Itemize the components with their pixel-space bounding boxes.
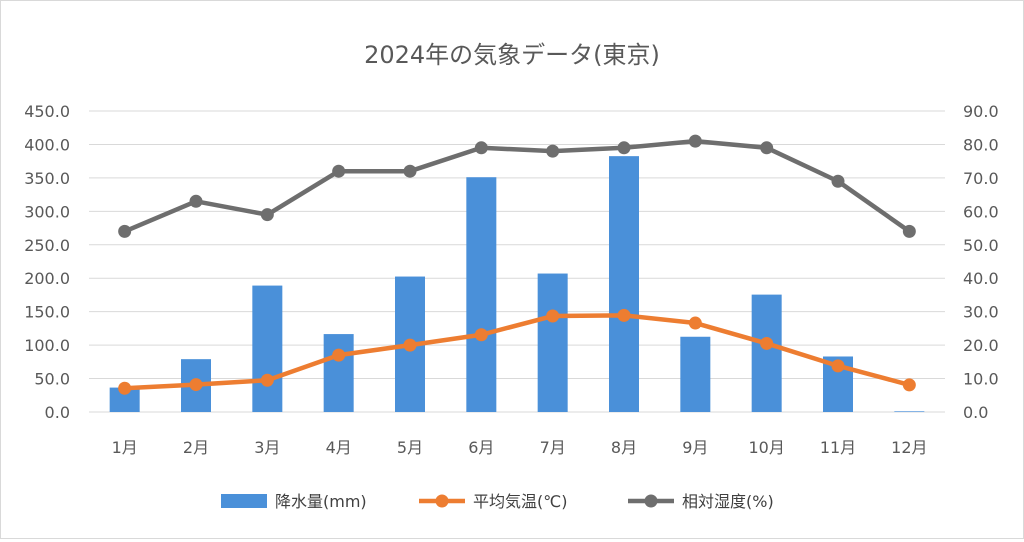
x-axis-tick-label: 10月	[748, 438, 784, 457]
legend-label: 平均気温(℃)	[473, 492, 567, 511]
temperature-point	[760, 336, 774, 350]
precipitation-bar	[751, 294, 782, 412]
right-axis-tick-label: 20.0	[963, 336, 999, 355]
precipitation-bar	[609, 156, 639, 412]
temperature-point	[332, 348, 346, 362]
right-axis-tick-label: 80.0	[963, 135, 999, 154]
x-axis-tick-label: 7月	[540, 438, 566, 457]
x-axis-tick-label: 1月	[112, 438, 138, 457]
x-axis-tick-label: 2月	[183, 438, 209, 457]
legend-marker	[435, 494, 449, 508]
temperature-point	[474, 328, 488, 342]
temperature-point	[118, 381, 132, 395]
left-axis-tick-label: 150.0	[24, 303, 70, 322]
humidity-point	[332, 164, 346, 178]
left-axis-tick-label: 400.0	[24, 135, 70, 154]
humidity-point	[617, 141, 631, 155]
temperature-point	[260, 373, 274, 387]
humidity-point	[118, 224, 132, 238]
humidity-point	[403, 164, 417, 178]
temperature-point	[403, 338, 417, 352]
left-axis-tick-label: 50.0	[34, 370, 70, 389]
precipitation-bar	[252, 285, 283, 412]
humidity-point	[260, 208, 274, 222]
x-axis-tick-label: 9月	[682, 438, 708, 457]
humidity-point	[546, 144, 560, 158]
temperature-point	[189, 378, 203, 392]
x-axis-tick-label: 6月	[468, 438, 494, 457]
left-axis-tick-label: 300.0	[24, 202, 70, 221]
temperature-point	[617, 308, 631, 322]
legend-temperature: 平均気温(℃)	[419, 492, 567, 511]
precipitation-bar	[466, 177, 497, 412]
right-axis-tick-label: 50.0	[963, 236, 999, 255]
x-axis-tick-label: 5月	[397, 438, 423, 457]
temperature-line	[122, 313, 912, 391]
precipitation-bar	[323, 334, 354, 412]
left-axis-tick-label: 0.0	[45, 403, 70, 422]
temperature-point	[546, 309, 560, 323]
precipitation-bar	[680, 336, 711, 412]
x-axis-tick-label: 12月	[891, 438, 927, 457]
humidity-point	[688, 134, 702, 148]
chart-title: 2024年の気象データ(東京)	[364, 41, 660, 69]
right-axis-tick-label: 0.0	[963, 403, 988, 422]
x-axis-tick-label: 4月	[326, 438, 352, 457]
x-axis-tick-label: 11月	[820, 438, 856, 457]
left-axis-tick-label: 100.0	[24, 336, 70, 355]
legend-precipitation: 降水量(mm)	[221, 492, 367, 511]
left-axis-tick-label: 450.0	[24, 102, 70, 121]
precipitation-bar	[894, 411, 925, 412]
left-axis-tick-label: 350.0	[24, 169, 70, 188]
right-axis-tick-label: 30.0	[963, 303, 999, 322]
legend-label: 降水量(mm)	[275, 492, 367, 511]
legend-label: 相対湿度(%)	[682, 492, 774, 511]
x-axis-tick-label: 3月	[254, 438, 280, 457]
humidity-line	[122, 138, 912, 234]
temperature-point	[688, 316, 702, 330]
legend-swatch	[221, 494, 267, 508]
right-axis-tick-label: 40.0	[963, 269, 999, 288]
humidity-point	[474, 141, 488, 155]
right-axis-tick-label: 70.0	[963, 169, 999, 188]
right-axis-tick-label: 10.0	[963, 370, 999, 389]
humidity-point	[189, 194, 203, 208]
left-axis-tick-label: 200.0	[24, 269, 70, 288]
left-axis-tick-label: 250.0	[24, 236, 70, 255]
right-axis-tick-label: 90.0	[963, 102, 999, 121]
legend-humidity: 相対湿度(%)	[628, 492, 774, 511]
humidity-point	[760, 141, 774, 155]
humidity-point	[902, 224, 916, 238]
legend-marker	[644, 494, 658, 508]
humidity-point	[831, 174, 845, 188]
temperature-point	[831, 359, 845, 373]
precipitation-bar	[537, 273, 568, 412]
temperature-point	[902, 378, 916, 392]
right-axis-tick-label: 60.0	[963, 202, 999, 221]
x-axis-tick-label: 8月	[611, 438, 637, 457]
